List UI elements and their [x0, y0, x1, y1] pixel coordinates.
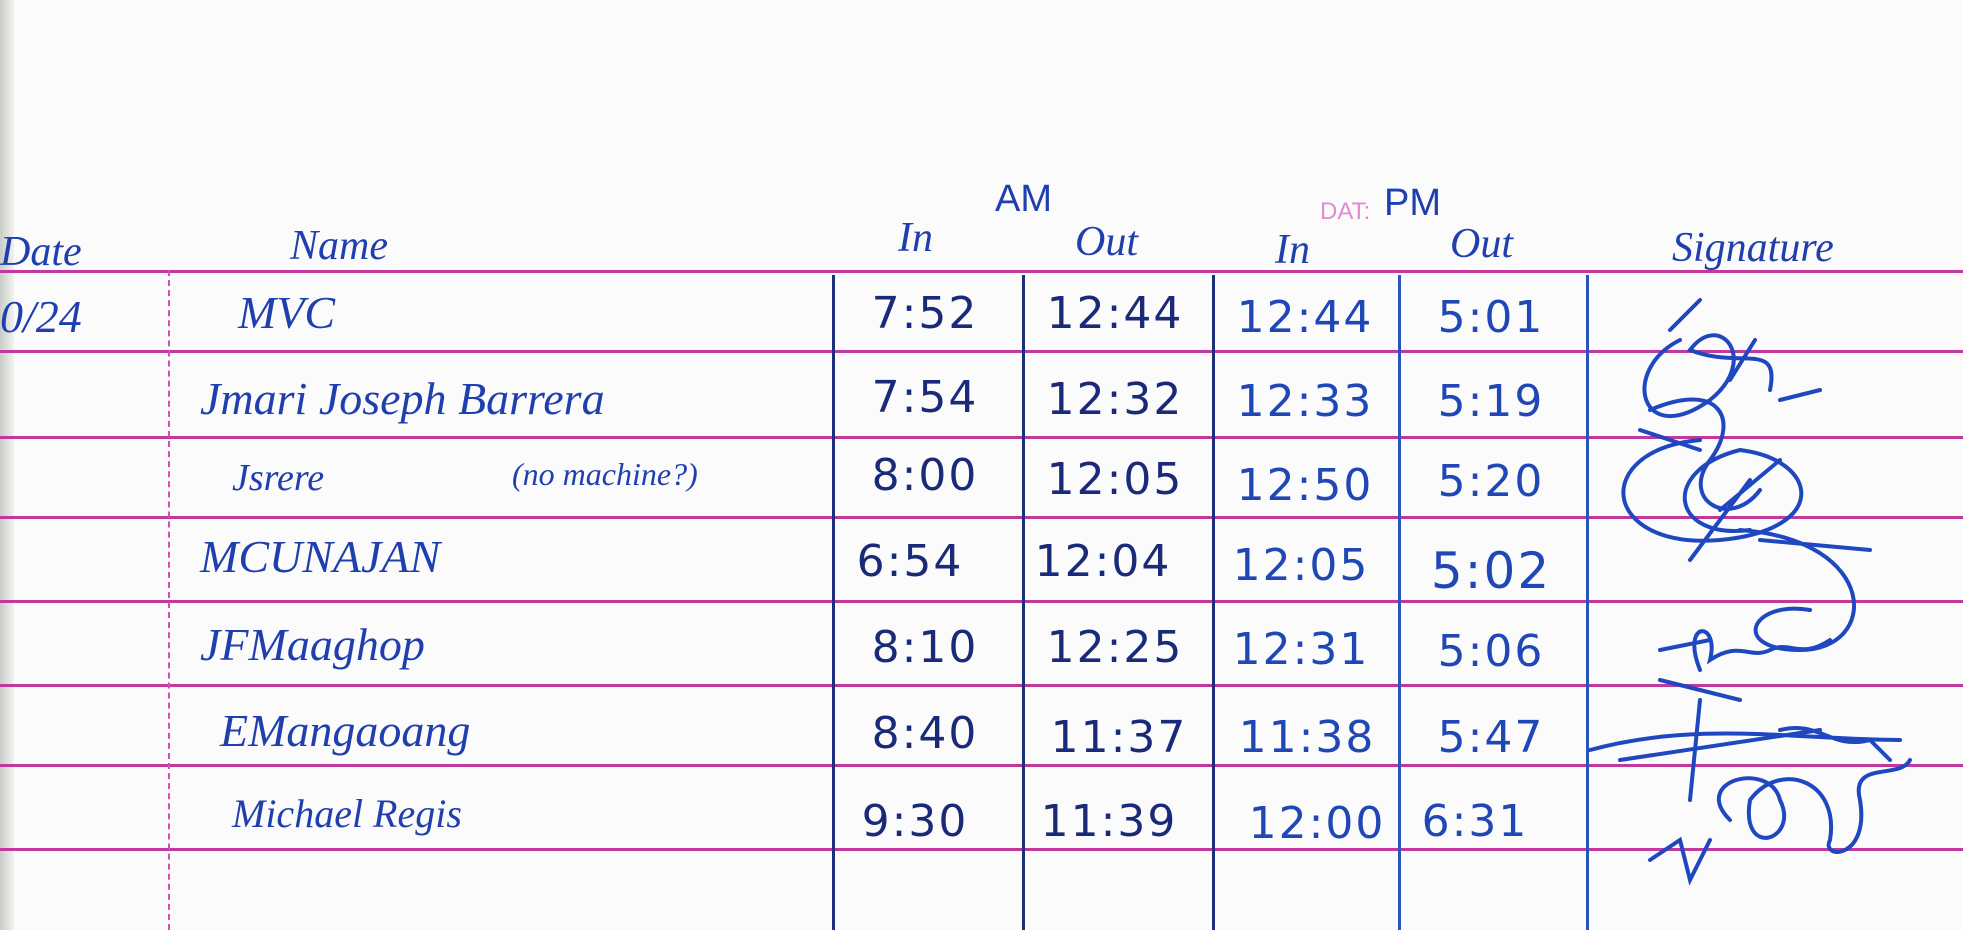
signatures-column [1588, 298, 1912, 886]
row-name: EMangaoang [220, 705, 471, 756]
signature-scribble [1658, 629, 1832, 672]
page-edge-shadow [0, 0, 14, 930]
header-pm-out: Out [1450, 221, 1513, 267]
am-in: 8:40 [871, 708, 979, 759]
rule-line [0, 270, 1963, 273]
row-name: MVC [238, 287, 336, 338]
header-pm-in: In [1275, 227, 1310, 273]
rule-line [0, 764, 1963, 767]
pm-out: 5:19 [1437, 376, 1545, 427]
pm-in: 12:33 [1236, 376, 1374, 427]
row-name: Michael Regis [232, 791, 462, 836]
pm-in: 12:00 [1248, 798, 1386, 849]
header-date: Date [0, 229, 82, 275]
pm-in: 12:31 [1232, 624, 1370, 675]
pm-out: 6:31 [1421, 796, 1529, 847]
pm-out: 5:06 [1437, 626, 1545, 677]
pm-out: 5:47 [1437, 712, 1545, 763]
header-pm: PM [1384, 182, 1441, 224]
am-in: 7:54 [871, 372, 979, 423]
signature-scribble [1642, 298, 1822, 418]
signature-scribble [1588, 678, 1902, 802]
am-in: 6:54 [856, 536, 964, 587]
am-in: 9:30 [861, 796, 969, 847]
am-out: 12:05 [1046, 454, 1184, 505]
am-out: 12:32 [1046, 374, 1184, 425]
header-signature: Signature [1672, 225, 1834, 271]
stamp-text: DAT: [1320, 198, 1371, 225]
rule-line [0, 600, 1963, 603]
row-name: Jmari Joseph Barrera [200, 373, 605, 424]
row-name: JFMaaghop [200, 619, 425, 670]
column-divider [1398, 275, 1401, 930]
am-out: 12:44 [1046, 288, 1184, 339]
row-note: (no machine?) [512, 456, 698, 492]
rule-line [0, 516, 1963, 519]
pm-out: 5:01 [1437, 292, 1545, 343]
pm-out: 5:02 [1430, 542, 1552, 600]
header-name: Name [290, 223, 388, 269]
header-am-out: Out [1075, 219, 1138, 265]
rule-line [0, 436, 1963, 439]
pm-in: 12:50 [1236, 460, 1374, 511]
am-in: 8:00 [871, 450, 979, 501]
signature-scribble [1648, 758, 1912, 886]
rule-line [0, 350, 1963, 353]
header-am: AM [995, 178, 1052, 220]
am-out: 11:37 [1050, 712, 1188, 763]
am-in: 7:52 [871, 288, 979, 339]
column-divider [832, 275, 835, 930]
column-divider [1212, 275, 1215, 930]
row-name: Jsrere [232, 457, 325, 499]
rule-line [0, 684, 1963, 687]
column-divider [1022, 275, 1025, 930]
am-in: 8:10 [871, 622, 979, 673]
header-am-in: In [898, 215, 933, 261]
pm-in: 12:05 [1232, 540, 1370, 591]
pm-in: 12:44 [1236, 292, 1374, 343]
am-out: 12:04 [1034, 536, 1172, 587]
pm-in: 11:38 [1238, 712, 1376, 763]
date-value: 0/24 [0, 291, 82, 342]
am-out: 11:39 [1040, 796, 1178, 847]
row-name: MCUNAJAN [200, 531, 441, 582]
signature-scribble [1621, 438, 1872, 562]
pm-out: 5:20 [1437, 456, 1545, 507]
column-divider [1586, 275, 1589, 930]
margin-line [168, 270, 170, 930]
am-out: 12:25 [1046, 622, 1184, 673]
rule-line [0, 848, 1963, 851]
